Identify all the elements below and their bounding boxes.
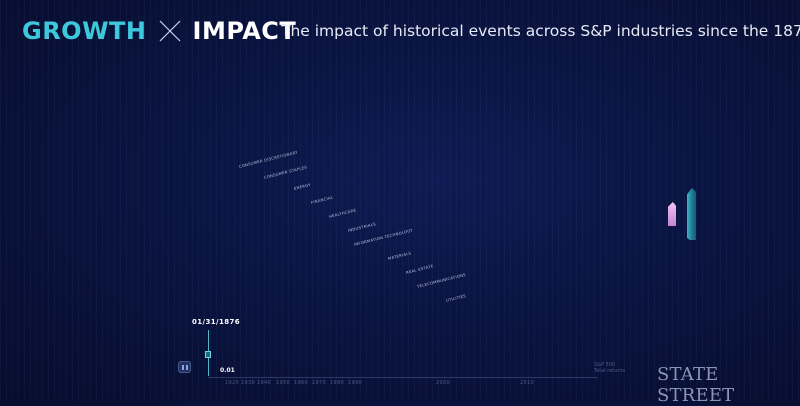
industry-label: HEALTHCARE (328, 207, 357, 219)
brand-growth: GROWTH (22, 17, 147, 45)
year-tick: 1960 (294, 380, 308, 386)
year-tick: 1930 (241, 380, 255, 386)
brand-impact: IMPACT (192, 17, 297, 45)
pause-button[interactable] (178, 361, 191, 373)
current-value: 0.01 (220, 367, 235, 374)
year-tick: 2010 (520, 380, 534, 386)
timeline-slider-handle[interactable] (205, 351, 211, 358)
industry-label: FINANCIAL (310, 194, 334, 205)
industry-label: MATERIALS (387, 250, 412, 261)
industry-label: CONSUMER DISCRETIONARY (238, 149, 299, 169)
industry-label: CONSUMER STAPLES (263, 164, 308, 180)
industry-label: ENERGY (293, 181, 312, 191)
industry-label: UTILITIES (445, 293, 467, 303)
axis-title: S&P 500 Total returns (594, 362, 625, 374)
year-tick: 1980 (330, 380, 344, 386)
year-tick: 1970 (312, 380, 326, 386)
year-tick: 1950 (276, 380, 290, 386)
year-tick: 1920 (225, 380, 239, 386)
year-tick: 1990 (348, 380, 362, 386)
year-tick: 1940 (257, 380, 271, 386)
timeline-axis (208, 377, 598, 378)
pause-icon (182, 365, 184, 370)
page-subtitle: The impact of historical events across S… (281, 22, 800, 40)
axis-title-line1: S&P 500 (594, 362, 616, 368)
pause-icon (186, 365, 188, 370)
current-date: 01/31/1876 (192, 318, 241, 326)
industry-bar-teal (687, 188, 696, 240)
industry-label: REAL ESTATE (405, 263, 434, 275)
header: GROWTH IMPACT (22, 14, 296, 48)
industry-label: INDUSTRIALS (347, 221, 377, 233)
industry-bar-pink (668, 202, 676, 226)
year-tick: 2000 (436, 380, 450, 386)
industry-label: INFORMATION TECHNOLOGY (353, 227, 414, 247)
cross-icon (159, 20, 180, 42)
industry-label: TELECOMMUNICATIONS (416, 271, 467, 289)
axis-title-line2: Total returns (594, 368, 626, 374)
